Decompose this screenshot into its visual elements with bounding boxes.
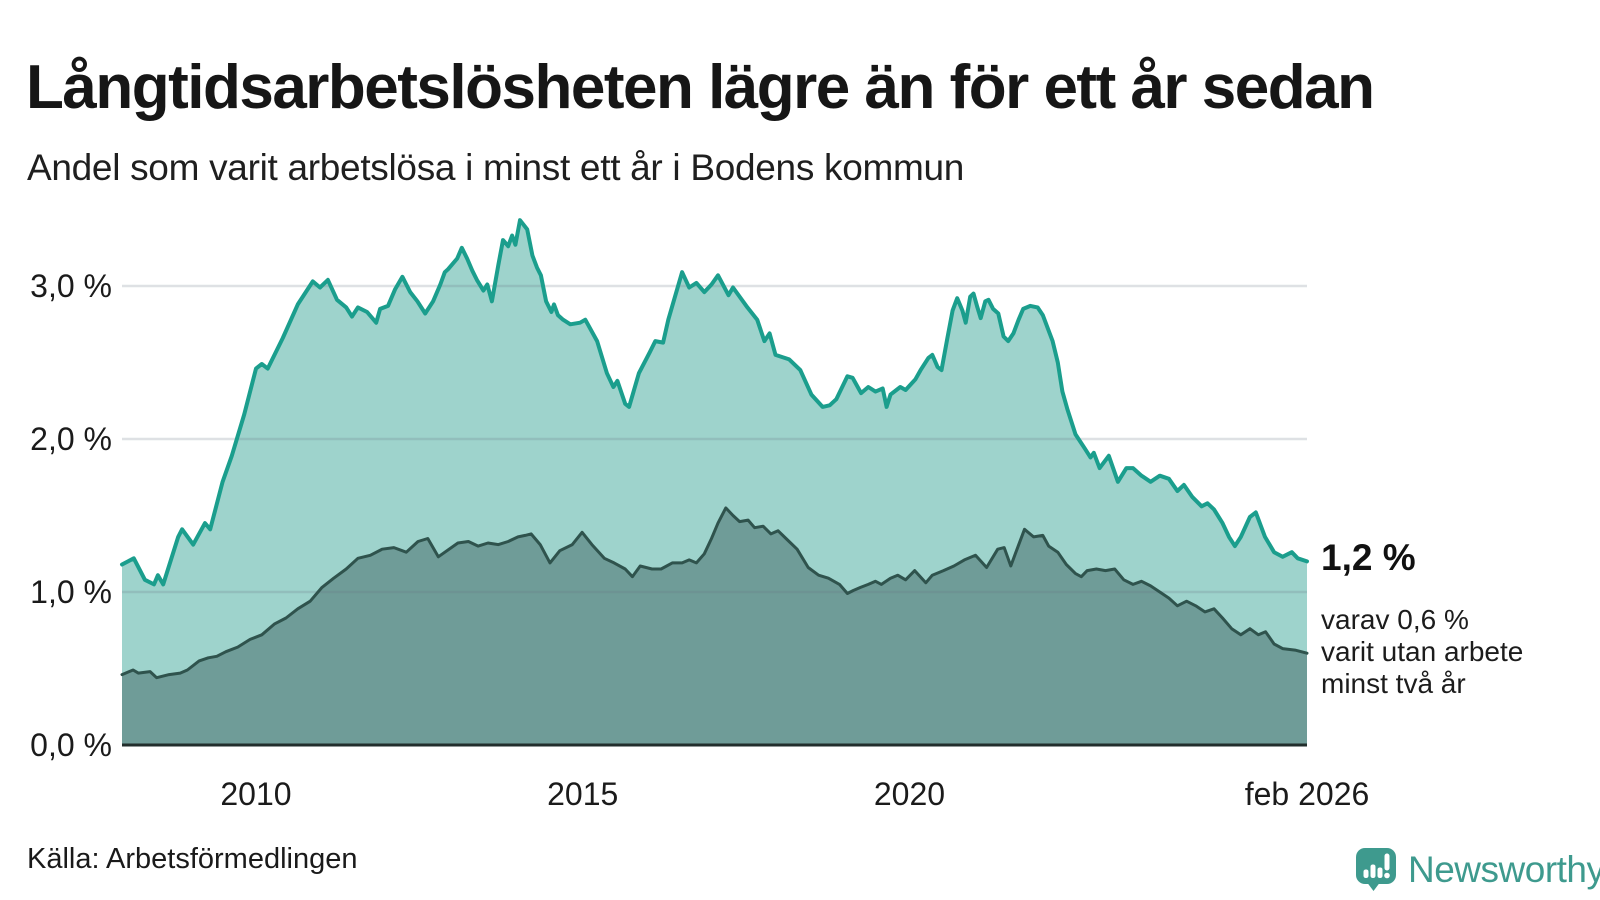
x-axis-tick-label: feb 2026 — [1244, 776, 1370, 812]
annotation-line: minst två år — [1321, 668, 1466, 699]
newsworthy-wordmark: Newsworthy — [1408, 849, 1600, 890]
chart-subtitle: Andel som varit arbetslösa i minst ett å… — [27, 146, 965, 188]
x-axis-tick-label: 2010 — [220, 776, 292, 812]
annotation-line: varit utan arbete — [1321, 636, 1524, 667]
bar-chart-bubble-icon — [1356, 848, 1396, 891]
series-two-year-line — [120, 506, 1309, 680]
source-note: Källa: Arbetsförmedlingen — [27, 843, 358, 875]
x-axis-tick-label: 2020 — [873, 776, 946, 812]
x-axis-tick-label: 2015 — [547, 776, 619, 812]
page-title: Långtidsarbetslösheten lägre än för ett … — [26, 52, 1375, 122]
y-axis-tick-label: 2,0 % — [30, 421, 112, 457]
two-year-annotation: varav 0,6 % varit utan arbete minst två … — [1321, 604, 1523, 700]
y-axis-tick-label: 0,0 % — [30, 727, 112, 763]
annotation-line: varav 0,6 % — [1321, 604, 1469, 635]
newsworthy-logo: Newsworthy — [1356, 848, 1600, 892]
y-axis-tick-label: 1,0 % — [30, 574, 112, 610]
latest-value-label: 1,2 % — [1321, 537, 1416, 578]
series-one-year-line — [120, 218, 1309, 587]
y-axis-tick-label: 3,0 % — [30, 268, 112, 304]
